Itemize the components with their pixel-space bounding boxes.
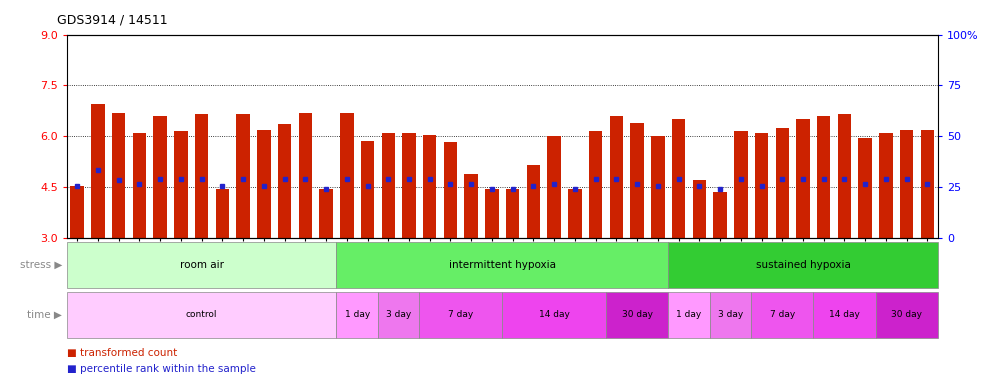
Bar [299, 113, 312, 238]
Bar [817, 116, 831, 238]
Text: 7 day: 7 day [448, 310, 474, 319]
Text: intermittent hypoxia: intermittent hypoxia [449, 260, 555, 270]
Bar [195, 114, 208, 238]
Bar [423, 135, 436, 238]
Bar [755, 133, 769, 238]
Bar [443, 142, 457, 238]
Text: 1 day: 1 day [344, 310, 370, 319]
Bar [668, 242, 938, 288]
Bar [174, 131, 188, 238]
Bar [215, 189, 229, 238]
Bar [258, 129, 270, 238]
Bar [879, 133, 893, 238]
Bar [527, 165, 540, 238]
Bar [921, 129, 934, 238]
Bar [336, 242, 668, 288]
Bar [710, 292, 751, 338]
Bar [589, 131, 603, 238]
Bar [112, 113, 126, 238]
Bar [568, 189, 582, 238]
Text: 3 day: 3 day [718, 310, 743, 319]
Bar [381, 133, 395, 238]
Text: control: control [186, 310, 217, 319]
Bar [153, 116, 167, 238]
Bar [486, 189, 498, 238]
Text: ■ percentile rank within the sample: ■ percentile rank within the sample [67, 364, 256, 374]
Text: 14 day: 14 day [539, 310, 569, 319]
Bar [319, 189, 333, 238]
Bar [876, 292, 938, 338]
Text: GDS3914 / 14511: GDS3914 / 14511 [57, 14, 168, 27]
Bar [714, 192, 726, 238]
Bar [900, 129, 913, 238]
Text: 1 day: 1 day [676, 310, 702, 319]
Bar [751, 292, 813, 338]
Bar [734, 131, 747, 238]
Bar [609, 116, 623, 238]
Bar [651, 136, 665, 238]
Text: 7 day: 7 day [770, 310, 795, 319]
Bar [336, 292, 377, 338]
Bar [236, 114, 250, 238]
Bar [377, 292, 420, 338]
Bar [67, 292, 336, 338]
Bar [548, 136, 561, 238]
Bar [668, 292, 710, 338]
Bar [133, 133, 146, 238]
Text: 14 day: 14 day [829, 310, 860, 319]
Text: sustained hypoxia: sustained hypoxia [756, 260, 850, 270]
Bar [91, 104, 104, 238]
Bar [630, 123, 644, 238]
Text: room air: room air [180, 260, 223, 270]
Bar [776, 128, 789, 238]
Bar [838, 114, 851, 238]
Bar [420, 292, 502, 338]
Bar [606, 292, 668, 338]
Text: ■ transformed count: ■ transformed count [67, 348, 177, 358]
Bar [671, 119, 685, 238]
Bar [506, 189, 519, 238]
Bar [465, 174, 478, 238]
Bar [693, 180, 706, 238]
Bar [813, 292, 876, 338]
Text: time ▶: time ▶ [28, 310, 62, 320]
Bar [402, 133, 416, 238]
Bar [71, 185, 84, 238]
Bar [858, 138, 872, 238]
Bar [361, 141, 375, 238]
Bar [796, 119, 810, 238]
Text: stress ▶: stress ▶ [20, 260, 62, 270]
Bar [67, 242, 336, 288]
Bar [502, 292, 606, 338]
Text: 3 day: 3 day [386, 310, 411, 319]
Text: 30 day: 30 day [892, 310, 922, 319]
Bar [340, 113, 354, 238]
Bar [278, 124, 291, 238]
Text: 30 day: 30 day [621, 310, 653, 319]
